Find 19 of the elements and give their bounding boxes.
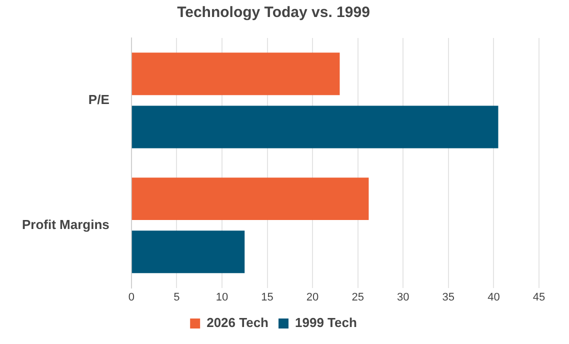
y-tick-label: Profit Margins: [22, 216, 110, 232]
x-tick-label: 5: [174, 291, 180, 304]
bar: [132, 106, 498, 148]
x-tick-label: 20: [306, 291, 319, 304]
bar: [132, 52, 340, 96]
x-tick-label: 15: [261, 291, 274, 304]
x-tick-label: 40: [488, 291, 500, 304]
bar: [132, 178, 369, 220]
chart-title: Technology Today vs. 1999: [177, 4, 370, 22]
legend-label: 1999 Tech: [295, 315, 357, 330]
legend-label: 2026 Tech: [206, 315, 269, 330]
x-tick-label: 25: [352, 291, 364, 304]
x-tick-label: 30: [397, 291, 410, 304]
bar: [132, 230, 245, 274]
y-tick-label: P/E: [88, 92, 110, 108]
x-tick-label: 45: [532, 291, 546, 304]
x-tick-label: 0: [128, 291, 134, 304]
x-tick-label: 10: [216, 291, 228, 304]
x-tick-label: 35: [442, 291, 455, 304]
